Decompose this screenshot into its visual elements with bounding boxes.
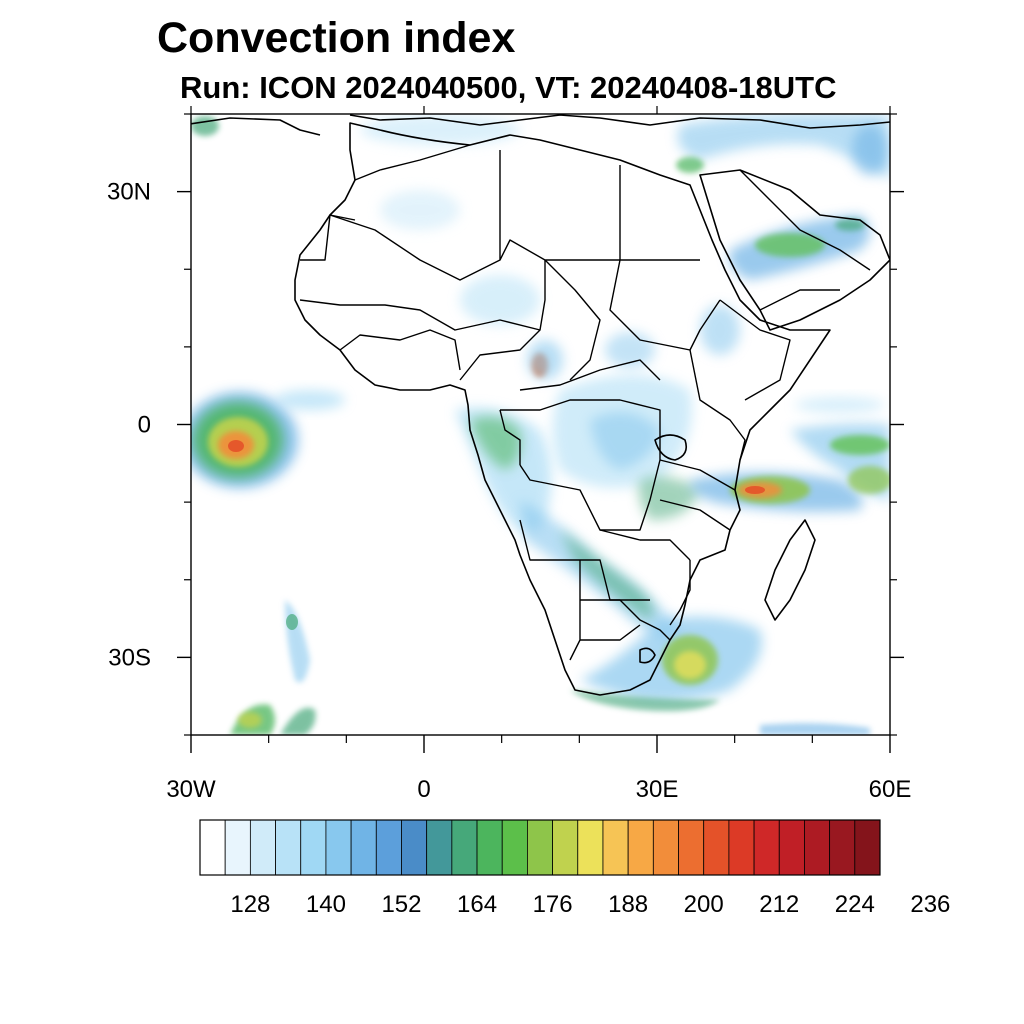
arabia-coastline [699, 169, 890, 331]
convection-cell-arabia [676, 114, 890, 280]
border-libya-egypt [499, 165, 621, 261]
border-maghreb [300, 144, 471, 261]
colorbar-tick-label: 200 [684, 891, 724, 918]
colorbar-tick-label: 188 [608, 891, 648, 918]
convection-cell-east-africa [690, 397, 890, 512]
border-south-africa [580, 624, 641, 641]
convection-cell-atlantic [191, 390, 345, 488]
border-arabia-inner [739, 169, 871, 311]
colorbar-tick-label: 140 [306, 891, 346, 918]
colorbar-swatch [703, 819, 730, 876]
colorbar-swatch [501, 819, 528, 876]
colorbar-swatch [476, 819, 503, 876]
border-algeria-libya [329, 150, 501, 281]
lon-tick-label: 30W [166, 776, 216, 803]
lon-tick-label: 0 [417, 776, 430, 803]
lesotho [639, 647, 656, 664]
lon-tick-label: 60E [869, 776, 912, 803]
border-nigeria [459, 329, 541, 381]
mediterranean-north [349, 114, 890, 129]
colorbar-swatch [627, 819, 654, 876]
convection-cell-central-africa [455, 340, 700, 637]
colorbar-swatch [577, 819, 604, 876]
colorbar-tick-label: 128 [230, 891, 270, 918]
border-mozambique [669, 560, 691, 626]
colorbar-swatch [778, 819, 805, 876]
convection-cell-sahara [360, 115, 740, 368]
border-west-africa [339, 329, 461, 371]
colorbar-tick-label: 176 [533, 891, 573, 918]
colorbar-tick-label: 236 [910, 891, 950, 918]
madagascar-coastline [764, 519, 816, 621]
iberia-coastline [191, 117, 321, 136]
convection-cell-south-africa [570, 616, 870, 735]
lat-tick-label: 30N [107, 179, 151, 206]
political-borders [299, 144, 871, 661]
colorbar-swatch [350, 819, 377, 876]
colorbar-swatch [678, 819, 705, 876]
chart-title: Convection index [157, 14, 516, 62]
colorbar-frame [199, 819, 881, 876]
border-tanzania [659, 459, 736, 531]
colorbar-swatch [829, 819, 856, 876]
convection-field [191, 114, 890, 735]
colorbar-swatch [401, 819, 428, 876]
lat-tick-label: 30S [108, 644, 151, 671]
lake-victoria [654, 434, 688, 461]
colorbar-swatch [804, 819, 831, 876]
colorbar-swatch [602, 819, 629, 876]
colorbar-swatch [224, 819, 251, 876]
border-sahel [299, 260, 546, 331]
border-car [519, 359, 661, 391]
border-botswana [580, 599, 671, 641]
border-angola [519, 519, 650, 601]
convection-cell-south-atlantic [191, 116, 316, 735]
border-zambia [599, 529, 691, 561]
colorbar-swatch [652, 819, 679, 876]
colorbar-swatch [249, 819, 276, 876]
colorbar-swatch [325, 819, 352, 876]
colorbar-swatch [375, 819, 402, 876]
chart-subtitle: Run: ICON 2024040500, VT: 20240408-18UTC [180, 70, 837, 105]
border-ethiopia-somalia [719, 299, 791, 401]
colorbar-swatch [199, 819, 226, 876]
lat-tick-label: 0 [138, 412, 151, 439]
colorbar-swatch [552, 819, 579, 876]
map-axes: 30N 0 30S 30W 0 30E 60E [107, 106, 911, 803]
border-congo-gabon [499, 409, 521, 465]
colorbar-swatch [753, 819, 780, 876]
colorbar-tick-label: 152 [381, 891, 421, 918]
colorbar-tick-label: 164 [457, 891, 497, 918]
border-drc [500, 399, 661, 531]
colorbar-swatch [426, 819, 453, 876]
colorbar-swatch [300, 819, 327, 876]
colorbar-swatch [854, 819, 881, 876]
colorbar-swatch [451, 819, 478, 876]
colorbar-tick-label: 212 [759, 891, 799, 918]
border-east-africa [689, 349, 746, 461]
colorbar-swatch [527, 819, 553, 876]
colorbar-swatch [728, 819, 755, 876]
colorbar: 128 140 152 164 176 188 200 212 224 236 [199, 819, 950, 918]
border-sudan-chad [544, 259, 601, 381]
colorbar-tick-label: 224 [835, 891, 875, 918]
lon-tick-label: 30E [636, 776, 679, 803]
colorbar-swatch [275, 819, 302, 876]
border-sudan-ethiopia [609, 259, 721, 351]
